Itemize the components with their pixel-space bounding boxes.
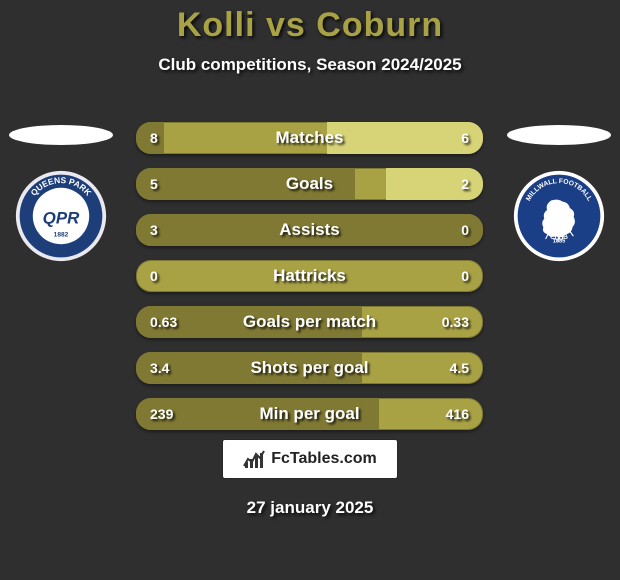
crest2-year: 1885 <box>553 238 566 244</box>
bar-fill-right <box>327 122 483 154</box>
bar-value-left: 0.63 <box>150 314 177 330</box>
player1-silhouette <box>6 125 116 157</box>
bar-label: Shots per goal <box>250 358 368 378</box>
comparison-bars: 8 Matches 6 5 Goals 2 3 Assists 0 0 Hattricks 0 0.63… <box>136 122 483 430</box>
bar-value-right: 2 <box>461 176 469 192</box>
bar-label: Matches <box>275 128 343 148</box>
bar-value-left: 0 <box>150 268 158 284</box>
bar-label: Goals per match <box>243 312 376 332</box>
bar-value-right: 0 <box>461 222 469 238</box>
bar-value-right: 6 <box>461 130 469 146</box>
player2-silhouette <box>504 125 614 157</box>
player1-crest: QUEENS PARK RANGERS QPR 1882 <box>14 169 108 263</box>
bar-row: 8 Matches 6 <box>136 122 483 154</box>
player1-side: QUEENS PARK RANGERS QPR 1882 <box>6 125 116 263</box>
player2-crest: MILLWALL FOOTBALL CLUB 1885 <box>512 169 606 263</box>
bar-row: 239 Min per goal 416 <box>136 398 483 430</box>
bar-label: Goals <box>286 174 333 194</box>
bar-value-left: 3.4 <box>150 360 169 376</box>
vs-text: vs <box>266 6 306 44</box>
bar-row: 3.4 Shots per goal 4.5 <box>136 352 483 384</box>
watermark: FcTables.com <box>223 440 397 478</box>
player2-name: Coburn <box>316 6 443 44</box>
bar-label: Assists <box>279 220 339 240</box>
bar-value-right: 0 <box>461 268 469 284</box>
player2-side: MILLWALL FOOTBALL CLUB 1885 <box>504 125 614 263</box>
bar-row: 3 Assists 0 <box>136 214 483 246</box>
bar-value-left: 3 <box>150 222 158 238</box>
comparison-title: Kolli vs Coburn <box>0 0 620 45</box>
bar-value-right: 416 <box>446 406 469 422</box>
bar-value-left: 5 <box>150 176 158 192</box>
subtitle: Club competitions, Season 2024/2025 <box>0 55 620 75</box>
crest1-year: 1882 <box>54 232 69 239</box>
bar-row: 0 Hattricks 0 <box>136 260 483 292</box>
bar-value-right: 0.33 <box>442 314 469 330</box>
bar-label: Min per goal <box>259 404 359 424</box>
bar-label: Hattricks <box>273 266 346 286</box>
bar-value-left: 8 <box>150 130 158 146</box>
date-text: 27 january 2025 <box>247 498 374 518</box>
crest1-monogram: QPR <box>43 209 80 228</box>
watermark-chart-icon <box>243 449 265 469</box>
bar-row: 0.63 Goals per match 0.33 <box>136 306 483 338</box>
bar-value-left: 239 <box>150 406 173 422</box>
watermark-text: FcTables.com <box>271 450 377 468</box>
player1-name: Kolli <box>177 6 256 44</box>
bar-row: 5 Goals 2 <box>136 168 483 200</box>
bar-value-right: 4.5 <box>450 360 469 376</box>
